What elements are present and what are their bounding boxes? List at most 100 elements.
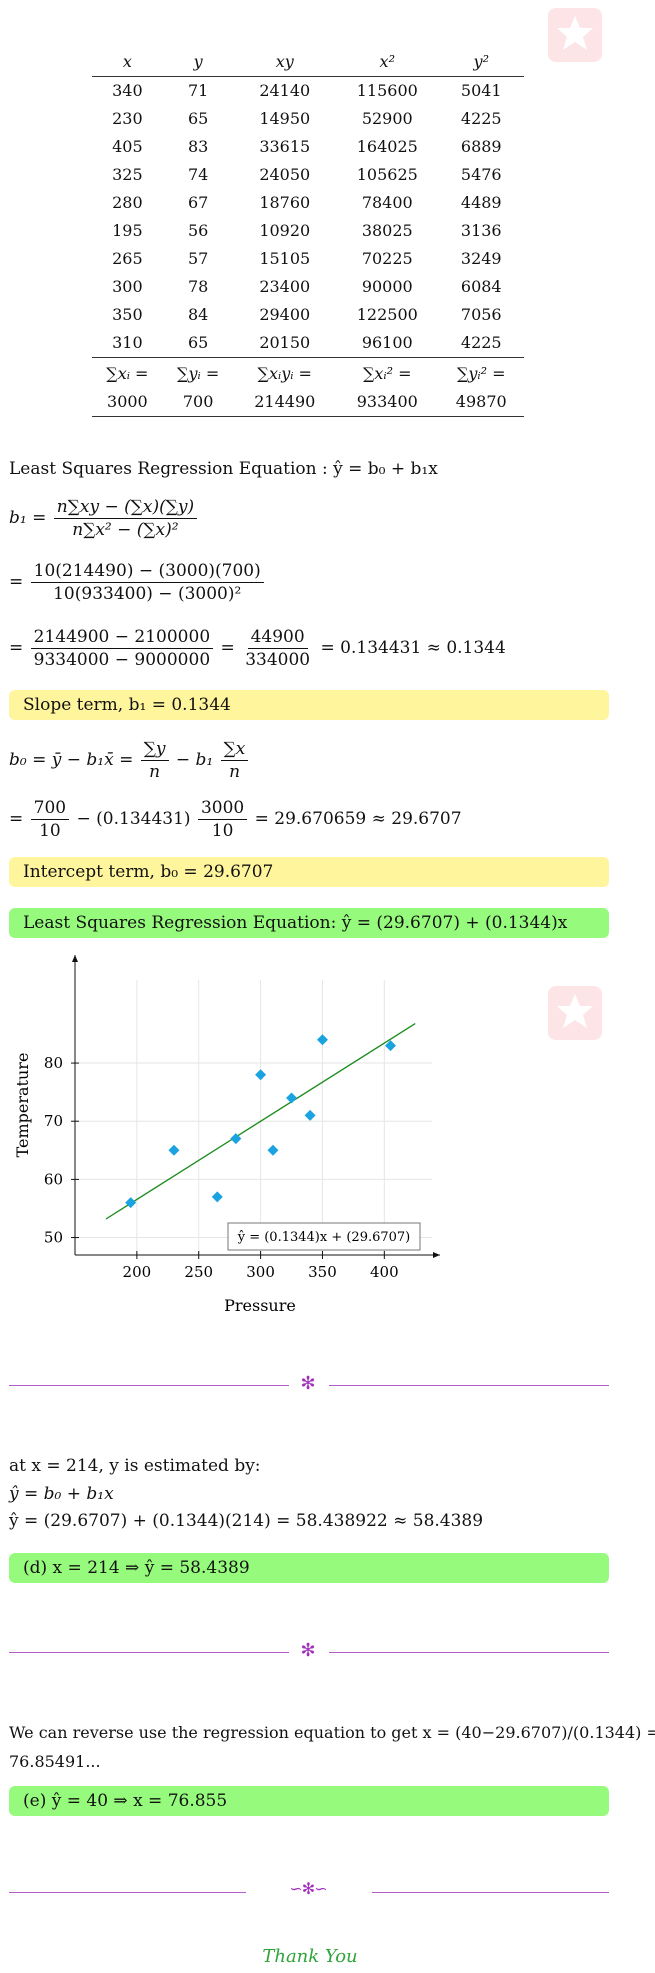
table-cell: 38025: [361, 221, 413, 240]
table-cell: 6889: [460, 137, 502, 156]
table-cell: 14950: [259, 109, 311, 128]
chart-legend: ŷ = (0.1344)x + (29.6707): [227, 1222, 421, 1251]
data-point: [385, 1040, 397, 1052]
y-tick-label: 80: [44, 1054, 63, 1072]
step2-numerator: 10(214490) − (3000)(700): [30, 561, 264, 583]
b1-denominator: n∑x² − (∑x)²: [72, 520, 179, 540]
table-cell: 78400: [361, 193, 413, 212]
data-point: [125, 1197, 137, 1209]
b0-step-2: = 700 10 − (0.134431) 3000 10 = 29.67065…: [9, 798, 462, 841]
y-axis-label: Temperature: [13, 1053, 32, 1158]
table-row: 265 57 15105 70225 3249: [92, 245, 524, 273]
data-point: [255, 1069, 267, 1081]
table-cell: 350: [112, 305, 143, 324]
part-e-line-2: 76.85491...: [9, 1752, 101, 1771]
b1-formula: b₁ = n∑xy − (∑x)(∑y) n∑x² − (∑x)²: [9, 497, 199, 540]
table-cell: 78: [187, 277, 209, 296]
b0-fraction-3: 700 10: [30, 798, 70, 841]
table-cell: 195: [112, 221, 143, 240]
legend-text: ŷ = (0.1344)x + (29.6707): [237, 1230, 411, 1245]
b0-numerator-3: 700: [30, 798, 70, 820]
table-cell: 15105: [259, 249, 311, 268]
table-cell: 340: [112, 81, 143, 100]
part-d-line-3: ŷ = (29.6707) + (0.1344)(214) = 58.43892…: [9, 1511, 484, 1531]
header-x: x: [92, 48, 163, 77]
table-cell: 280: [112, 193, 143, 212]
b1-fraction: n∑xy − (∑x)(∑y) n∑x² − (∑x)²: [53, 497, 198, 540]
table-cell: 96100: [361, 333, 413, 352]
x-tick-label: 250: [184, 1263, 213, 1281]
table-cell: 3136: [460, 221, 502, 240]
section-divider: [9, 1385, 289, 1386]
b0-minus-b1: − b₁: [175, 750, 214, 770]
table-cell: 10920: [259, 221, 311, 240]
sum-value: 49870: [438, 388, 524, 417]
table-cell: 24140: [259, 81, 311, 100]
data-points: [125, 1034, 397, 1209]
closing-ornament-icon: ∽✻∽: [289, 1879, 327, 1898]
data-table: x y xy x² y² 340 71 24140 115600 5041 230 65 14…: [92, 48, 524, 417]
data-point: [230, 1133, 242, 1145]
regression-line-group: [105, 1023, 416, 1220]
b0-fraction-1: ∑y n: [140, 739, 169, 782]
b0-fraction-4: 3000 10: [197, 798, 248, 841]
slope-term-box: Slope term, b₁ = 0.1344: [9, 690, 609, 720]
table-header-row: x y xy x² y²: [92, 48, 524, 77]
regression-equation-box: Least Squares Regression Equation: ŷ = (…: [9, 908, 609, 938]
data-point: [267, 1144, 279, 1156]
table-cell: 325: [112, 165, 143, 184]
y-axis-arrow-icon: [72, 955, 78, 962]
scatter-chart: 200 250 300 350 400 50 60 70 80 ŷ = (0.1344)x + …: [13, 955, 440, 1315]
b0-numerator-1: ∑y: [140, 739, 169, 761]
table-cell: 23400: [259, 277, 311, 296]
table-cell: 5476: [460, 165, 502, 184]
b0-numerator-2: ∑x: [220, 739, 249, 761]
divider-ornament-icon: ✻: [300, 1373, 316, 1394]
part-d-answer-box: (d) x = 214 ⇒ ŷ = 58.4389: [9, 1553, 609, 1583]
b0-slope-factor: − (0.134431): [76, 809, 191, 829]
table-cell: 115600: [356, 81, 418, 100]
legend-box: [227, 1222, 421, 1251]
part-d-line-2: ŷ = b₀ + b₁x: [9, 1484, 114, 1504]
section-divider: [329, 1385, 609, 1386]
table-cell: 67: [187, 193, 209, 212]
thank-you-text: Thank You: [262, 1946, 358, 1967]
sum-label: ∑yᵢ² =: [438, 357, 524, 388]
part-e-answer-box: (e) ŷ = 40 ⇒ x = 76.855: [9, 1786, 609, 1816]
table-cell: 56: [187, 221, 209, 240]
sum-label: ∑xᵢyᵢ =: [233, 357, 337, 388]
table-cell: 70225: [361, 249, 413, 268]
x-tick-label: 200: [123, 1263, 152, 1281]
table-cell: 33615: [259, 137, 311, 156]
sum-value: 933400: [336, 388, 439, 417]
data-point: [316, 1034, 328, 1046]
step3-denominator-2: 334000: [245, 650, 311, 670]
b1-step2-fraction: 10(214490) − (3000)(700) 10(933400) − (3…: [30, 561, 264, 604]
b1-step-3: = 2144900 − 2100000 9334000 − 9000000 = …: [9, 627, 506, 670]
closing-divider: [372, 1892, 609, 1893]
sum-label: ∑xᵢ =: [92, 357, 163, 388]
step3-result: = 0.134431 ≈ 0.1344: [320, 638, 506, 658]
table-cell: 20150: [259, 333, 311, 352]
table-cell: 57: [187, 249, 209, 268]
chart-grid: [75, 980, 432, 1255]
sum-value-row: 3000 700 214490 933400 49870: [92, 388, 524, 417]
table-cell: 265: [112, 249, 143, 268]
b0-fraction-2: ∑x n: [220, 739, 249, 782]
table-row: 195 56 10920 38025 3136: [92, 217, 524, 245]
sum-label: ∑xᵢ² =: [336, 357, 439, 388]
table-cell: 4225: [460, 333, 502, 352]
closing-divider: [9, 1892, 246, 1893]
table-cell: 3249: [460, 249, 502, 268]
table-cell: 74: [187, 165, 209, 184]
step3-fraction-1: 2144900 − 2100000 9334000 − 9000000: [30, 627, 214, 670]
table-cell: 65: [187, 109, 209, 128]
b0-denominator-1: n: [149, 762, 161, 782]
header-y2: y²: [438, 48, 524, 77]
x-axis-arrow-icon: [433, 1252, 440, 1258]
table-cell: 122500: [356, 305, 418, 324]
table-cell: 83: [187, 137, 209, 156]
data-point: [286, 1092, 298, 1104]
b0-denominator-4: 10: [211, 821, 234, 841]
table-cell: 300: [112, 277, 143, 296]
